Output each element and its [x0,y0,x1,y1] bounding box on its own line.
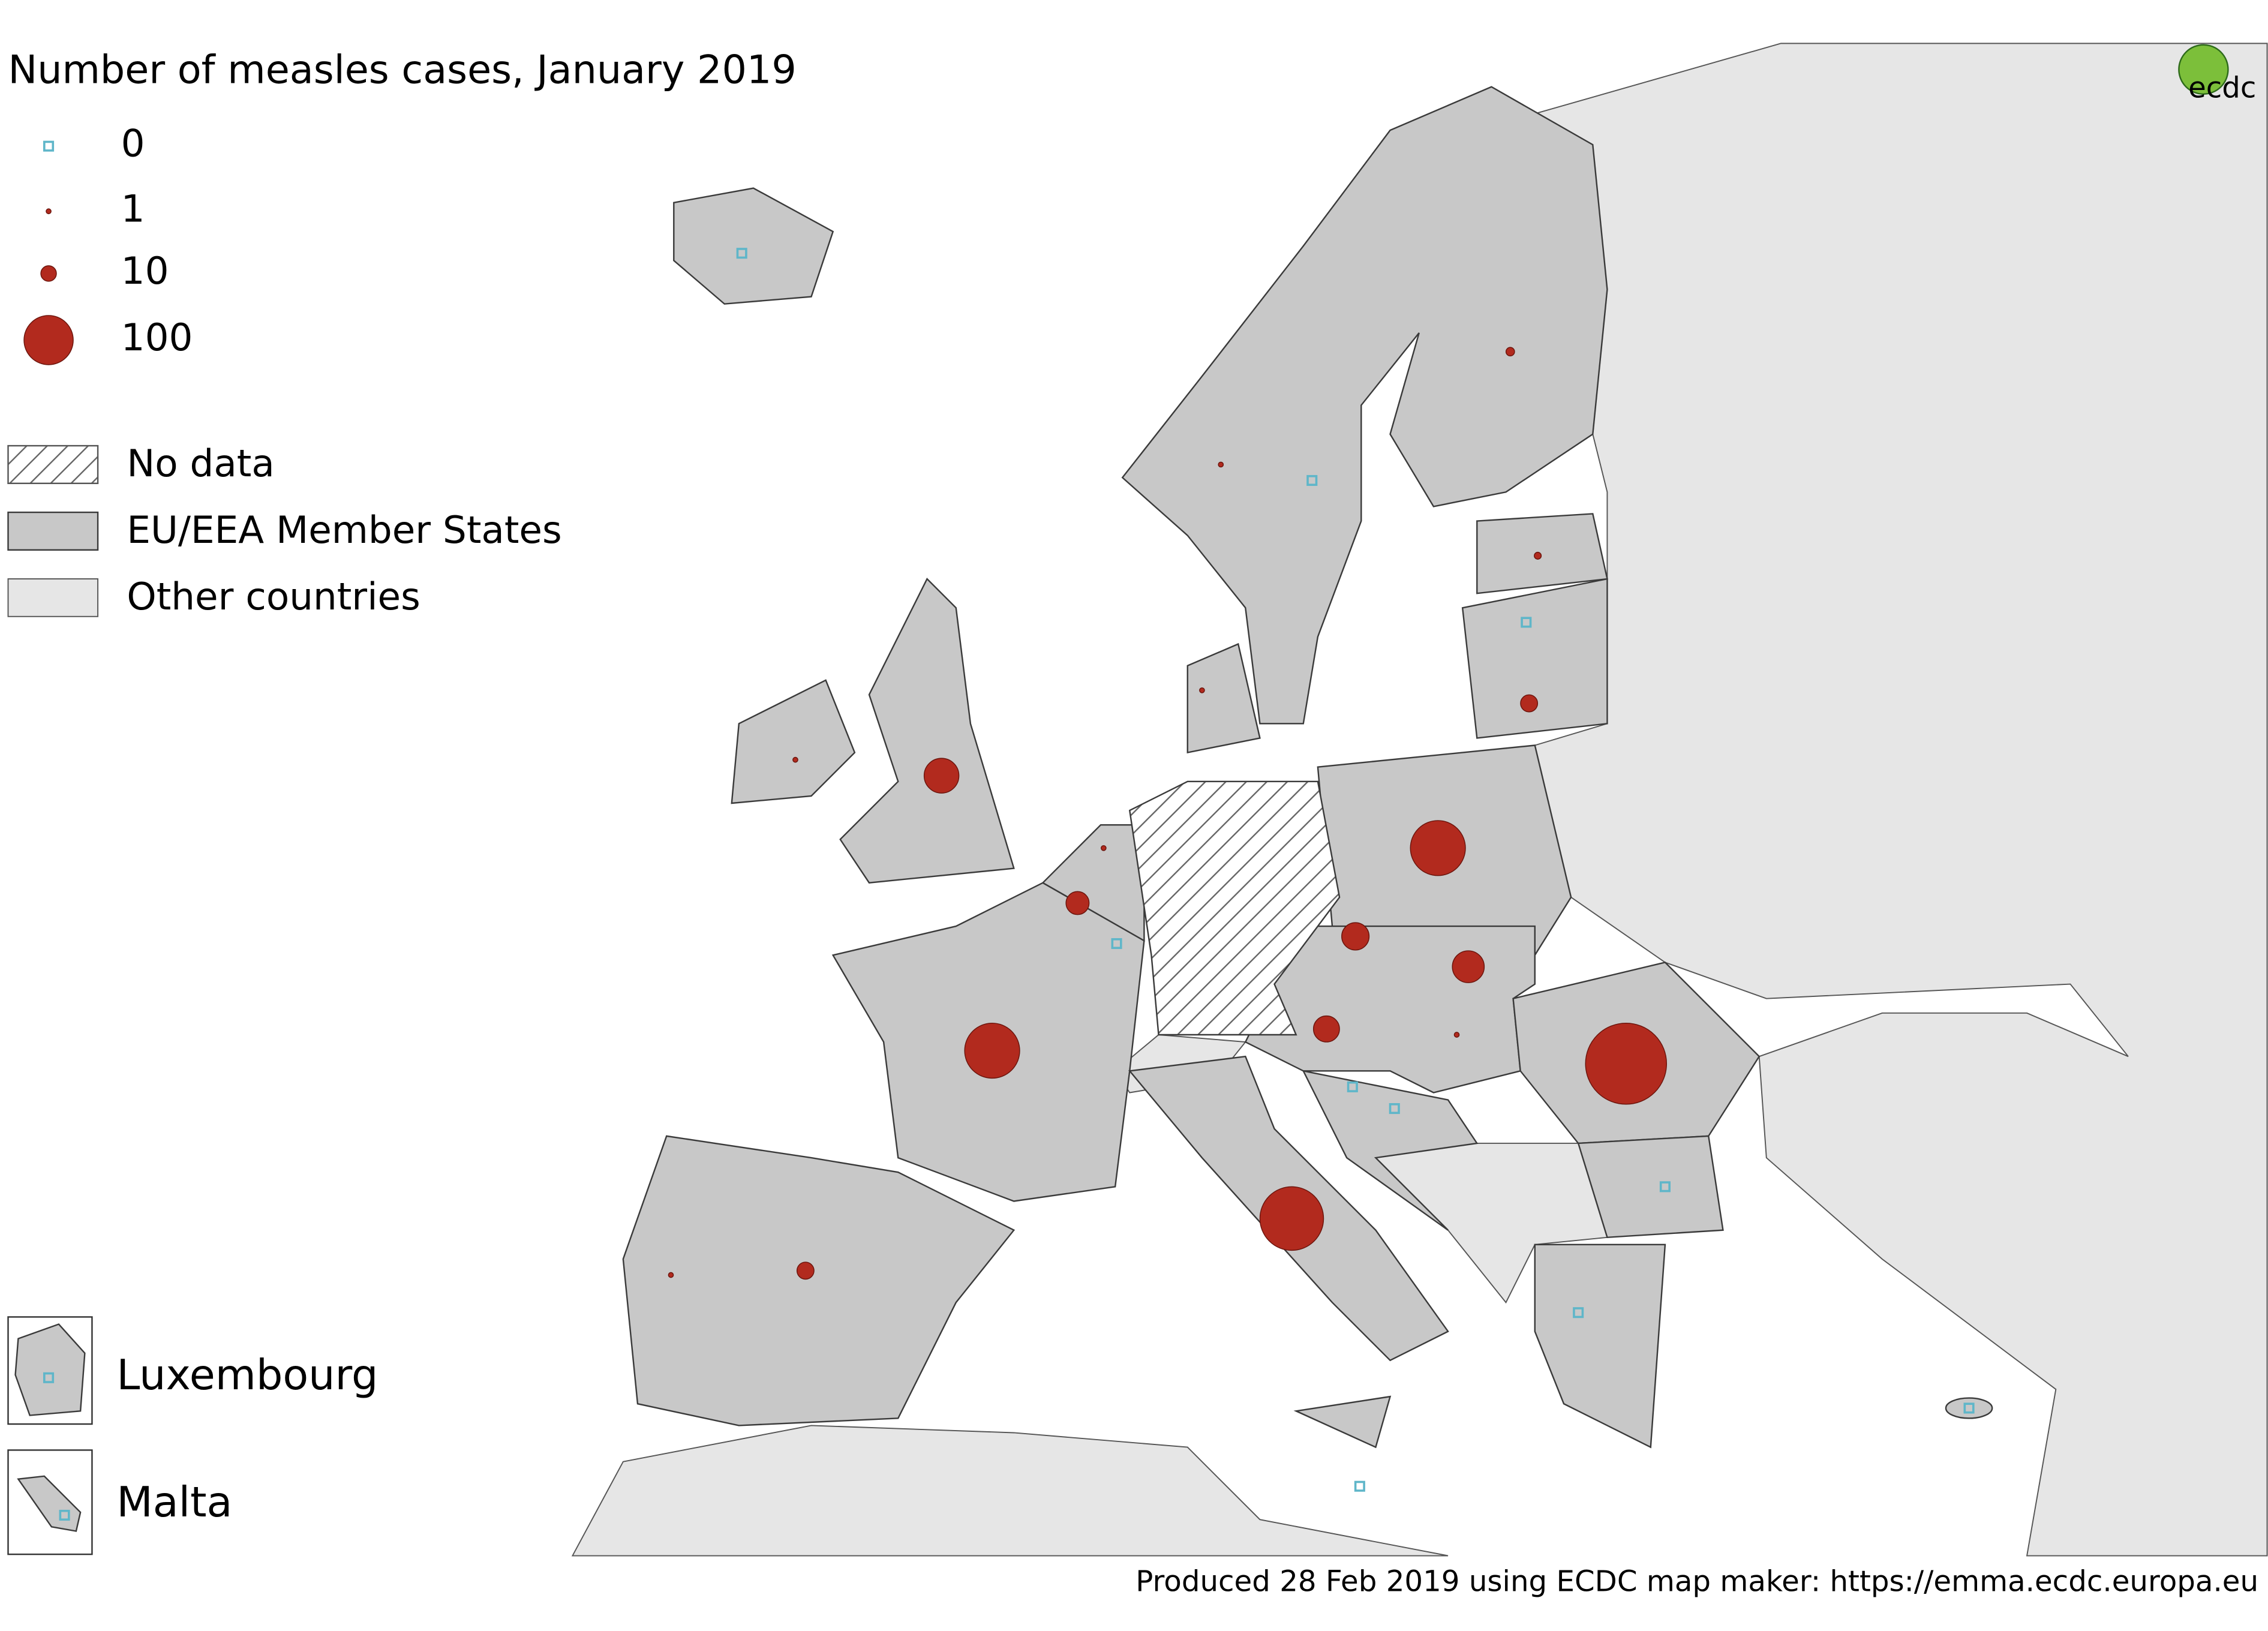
logo-text: ecdc [2188,71,2256,105]
footer: Produced 28 Feb 2019 using ECDC map make… [1135,1564,2258,1598]
case-marker [1452,950,1485,983]
legend-label: 1 [121,187,145,230]
case-marker [796,1261,815,1280]
case-marker [1259,1186,1324,1251]
case-marker [1534,551,1542,560]
case-marker [1520,694,1539,713]
zero-marker [1659,1181,1671,1193]
case-marker [1065,891,1090,915]
case-marker [1585,1023,1668,1105]
zero-marker [1521,617,1532,628]
land-other [571,43,2268,1557]
category-legend: No data EU/EEA Member States Other count… [7,441,562,618]
inset-label: Luxembourg [116,1351,378,1399]
case-marker [792,756,798,763]
inset-label: Malta [116,1478,232,1527]
case-marker [40,265,57,282]
legend-swatch [7,444,99,485]
case-marker [1101,845,1107,851]
zero-marker [43,1372,55,1383]
case-marker [668,1272,674,1278]
legend-swatch [7,511,99,551]
case-marker [1341,922,1370,951]
case-marker [1505,347,1515,357]
case-marker [1410,820,1466,876]
zero-marker [736,248,747,259]
zero-marker [1354,1480,1365,1492]
logo: ecdc [2178,44,2256,105]
zero-marker [43,140,55,152]
insets: Luxembourg Malta [7,1316,378,1555]
zero-marker [59,1509,70,1521]
legend-label: 100 [121,316,193,359]
case-marker [1312,1015,1340,1043]
legend-label: EU/EEA Member States [127,508,561,552]
case-marker [23,315,74,365]
zero-marker [1306,474,1318,486]
zero-marker [1347,1081,1358,1092]
legend-label: 0 [121,122,145,166]
map-title: Number of measles cases, January 2019 [8,48,796,93]
case-marker [46,208,52,215]
case-marker [1199,687,1205,693]
legend-swatch [7,578,99,617]
zero-marker [1111,938,1122,950]
case-marker [1453,1032,1460,1038]
legend-label: No data [127,441,275,485]
case-marker [923,758,960,794]
legend-label: 10 [121,249,169,293]
zero-marker [1963,1402,1975,1414]
zero-marker [1389,1103,1400,1115]
case-marker [1218,461,1224,468]
legend-label: Other countries [127,575,420,618]
case-marker [964,1022,1020,1079]
zero-marker [1573,1307,1584,1318]
